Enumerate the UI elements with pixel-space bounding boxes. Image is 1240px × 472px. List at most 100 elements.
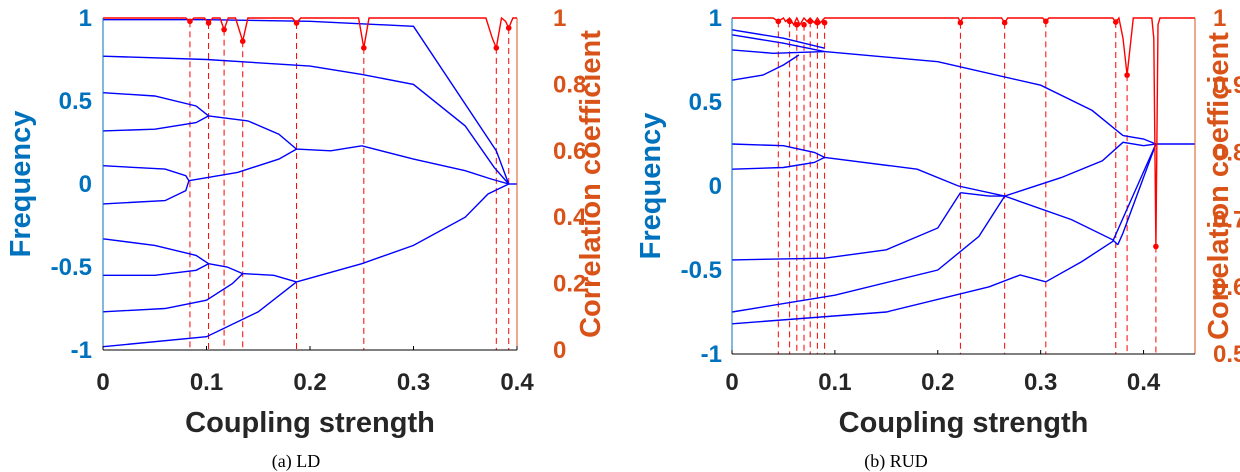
correlation-point	[221, 26, 227, 33]
x-tick-label: 0.1	[818, 369, 851, 396]
frequency-line	[102, 238, 209, 265]
correlation-point	[293, 20, 300, 26]
x-axis-label: Coupling strength	[839, 407, 1089, 439]
frequency-line	[103, 263, 209, 276]
y-right-tick-label: 0.4	[553, 204, 587, 231]
frequency-line	[102, 55, 510, 185]
x-tick-label: 0	[725, 369, 738, 396]
correlation-point	[814, 19, 821, 26]
frequency-line	[361, 145, 509, 185]
caption-a: (a) LD	[272, 451, 320, 472]
y-right-tick-label: 0.2	[553, 271, 586, 298]
y-right-tick-label: 1	[1213, 5, 1226, 32]
correlation-point	[1112, 19, 1119, 25]
x-tick-label: 0.3	[1024, 369, 1057, 396]
correlation-point	[505, 25, 512, 31]
frequency-line	[731, 54, 800, 81]
frequency-line	[102, 92, 210, 117]
correlation-point	[187, 18, 193, 25]
y-right-tick-label: 0	[553, 337, 566, 364]
x-tick-label: 0	[96, 369, 109, 396]
y-right-tick-label: 0.6	[553, 138, 586, 165]
frequency-line	[208, 115, 297, 150]
frequency-line	[1004, 141, 1156, 197]
y-right-tick-label: 1	[553, 5, 566, 32]
y-right-axis-label: Correlation coefficient	[1203, 32, 1235, 340]
frequency-line	[824, 156, 1005, 197]
y-right-axis-label: Correlation coefficient	[575, 30, 607, 338]
x-tick-label: 0.2	[921, 369, 954, 396]
y-left-tick-label: -1	[701, 341, 722, 368]
x-axis-label: Coupling strength	[185, 407, 435, 439]
frequency-line	[102, 273, 244, 313]
frequency-line	[824, 50, 1124, 137]
correlation-line	[103, 16, 517, 51]
correlation-point	[1043, 18, 1049, 25]
correlation-point	[957, 19, 964, 26]
y-left-tick-label: 1	[709, 5, 722, 32]
frequency-line	[731, 156, 825, 170]
y-left-tick-label: -0.5	[51, 254, 92, 281]
y-right-tick-label: 0.6	[1213, 274, 1240, 301]
frequency-line	[960, 192, 1005, 197]
frequency-line	[731, 192, 961, 261]
correlation-point	[1124, 72, 1130, 78]
correlation-point	[1153, 243, 1159, 250]
y-left-tick-label: -1	[71, 337, 92, 364]
correlation-point	[1001, 19, 1008, 26]
frequency-line	[731, 49, 825, 55]
y-right-tick-label: 0.8	[553, 71, 586, 98]
correlation-point	[807, 18, 813, 25]
frequency-line	[296, 145, 362, 152]
correlation-line	[732, 16, 1195, 247]
x-tick-label: 0.1	[190, 369, 223, 396]
x-tick-label: 0.2	[293, 369, 326, 396]
frequency-line	[1122, 134, 1157, 145]
frequency-line	[731, 34, 825, 53]
x-tick-label: 0.3	[397, 369, 430, 396]
y-right-tick-label: 0.8	[1213, 139, 1240, 166]
frequency-line	[103, 19, 510, 185]
caption-b: (b) RUD	[864, 451, 928, 472]
frequency-line	[1117, 143, 1157, 246]
frequency-line	[188, 148, 297, 182]
y-right-tick-label: 0.9	[1213, 72, 1240, 99]
frequency-line	[102, 180, 190, 205]
frequency-line	[102, 165, 190, 182]
correlation-point	[801, 21, 807, 28]
correlation-point	[205, 20, 212, 26]
correlation-point	[775, 18, 782, 25]
correlation-point	[794, 21, 800, 28]
frequency-line	[296, 183, 510, 283]
y-right-tick-label: 0.5	[1213, 341, 1240, 368]
frequency-line	[731, 29, 825, 49]
correlation-point	[493, 45, 500, 51]
y-left-tick-label: 1	[79, 5, 92, 32]
frequency-line	[1004, 195, 1119, 246]
frequency-line	[242, 272, 297, 283]
y-left-axis-label: Frequency	[5, 111, 37, 258]
frequency-line	[1045, 143, 1157, 283]
frequency-line	[731, 195, 1006, 313]
y-left-tick-label: 0	[709, 173, 722, 200]
panel-a: (a) LD 0 0.1 0.2 0.3 0.4 -1 -0.5 0 0.5 1 0 0.2 0.4 0.…	[5, 5, 607, 472]
y-left-tick-label: -0.5	[681, 257, 722, 284]
correlation-point	[786, 18, 793, 25]
frequency-line	[731, 143, 825, 159]
correlation-point	[239, 38, 246, 45]
correlation-point	[821, 19, 828, 26]
frequency-line	[208, 263, 243, 275]
y-left-tick-label: 0	[79, 171, 92, 198]
x-tick-label: 0.4	[500, 369, 534, 396]
y-left-axis-label: Frequency	[635, 113, 667, 260]
frequency-line	[102, 281, 297, 348]
panel-b: (b) RUD 0 0.1 0.2 0.3 0.4 -1 -0.5 0 0.5 1 0.5 0.6 0.…	[635, 5, 1240, 472]
frequency-line	[102, 115, 209, 132]
y-left-tick-label: 0.5	[689, 89, 722, 116]
y-right-tick-label: 0.7	[1213, 207, 1240, 234]
x-tick-label: 0.4	[1127, 369, 1161, 396]
correlation-point	[361, 45, 367, 51]
frequency-line	[731, 274, 1046, 325]
y-left-tick-label: 0.5	[59, 88, 92, 115]
